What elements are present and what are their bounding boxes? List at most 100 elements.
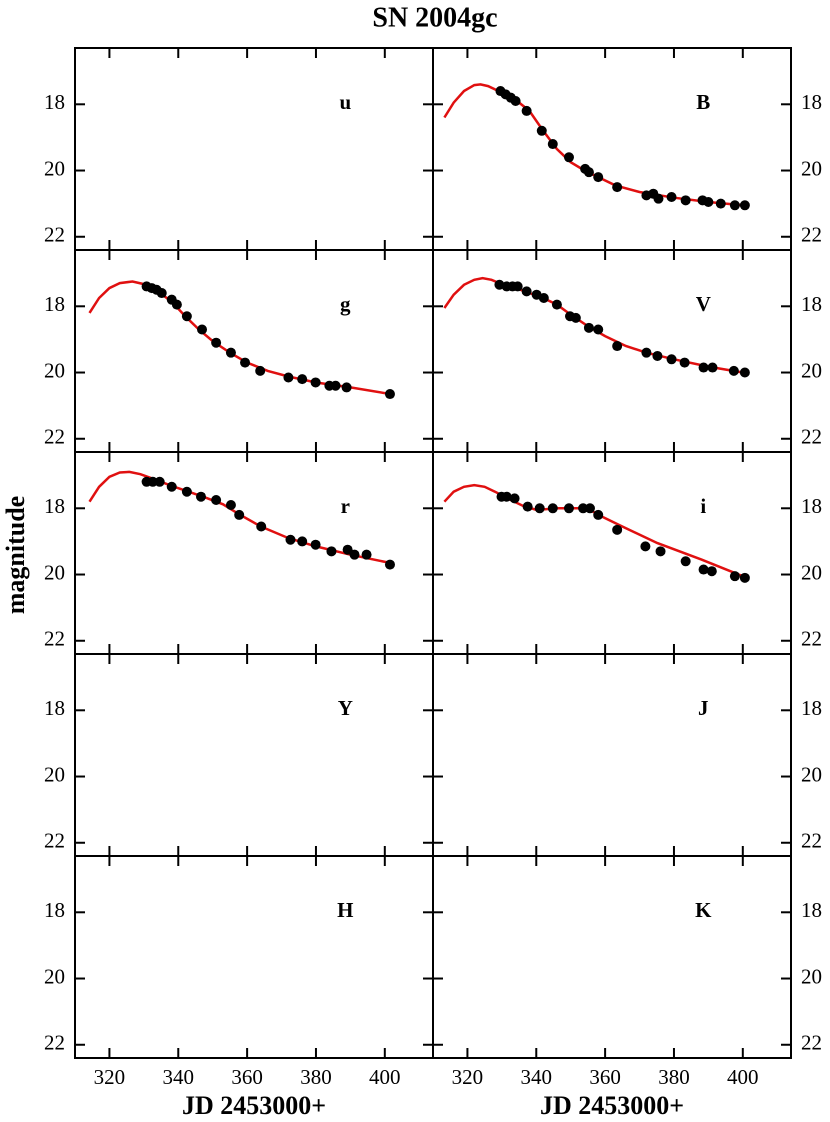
data-point xyxy=(563,503,574,514)
band-label: K xyxy=(695,898,712,922)
data-point xyxy=(521,286,532,297)
data-point xyxy=(652,350,663,361)
data-point xyxy=(384,389,395,400)
y-tick-label: 22 xyxy=(44,829,65,853)
data-point xyxy=(211,337,222,348)
band-label: B xyxy=(696,90,710,114)
x-tick-label: 320 xyxy=(94,1065,126,1089)
panel-frame xyxy=(74,855,434,1059)
data-point xyxy=(653,193,664,204)
data-point xyxy=(255,365,266,376)
panel-frame xyxy=(74,249,434,453)
data-point xyxy=(547,139,558,150)
band-label: J xyxy=(698,696,709,720)
data-point xyxy=(171,299,182,310)
model-curve xyxy=(443,483,744,578)
data-point xyxy=(593,324,604,335)
data-point xyxy=(310,377,321,388)
x-tick-label: 380 xyxy=(658,1065,690,1089)
data-point xyxy=(361,549,372,560)
x-tick-label: 400 xyxy=(727,1065,759,1089)
data-point xyxy=(593,509,604,520)
panel-frame xyxy=(432,249,792,453)
panel-frame xyxy=(432,855,792,1059)
data-point xyxy=(707,362,718,373)
data-point xyxy=(512,281,523,292)
data-point xyxy=(297,374,308,385)
y-axis-label: magnitude xyxy=(1,496,30,614)
y-tick-label: 22 xyxy=(801,425,822,449)
data-point xyxy=(739,200,750,211)
data-point xyxy=(655,546,666,557)
band-label: H xyxy=(337,898,353,922)
y-tick-label: 22 xyxy=(801,223,822,247)
data-point xyxy=(583,322,594,333)
data-point xyxy=(563,152,574,163)
y-tick-label: 20 xyxy=(44,156,65,180)
y-tick-label: 20 xyxy=(801,156,822,180)
data-point xyxy=(501,491,512,502)
data-point xyxy=(584,503,595,514)
data-point xyxy=(342,544,353,555)
data-point xyxy=(341,382,352,393)
data-point xyxy=(640,541,651,552)
x-tick-label: 360 xyxy=(231,1065,263,1089)
x-tick-label: 320 xyxy=(452,1065,484,1089)
panel-frame xyxy=(74,451,434,655)
y-tick-label: 20 xyxy=(44,964,65,988)
band-label: V xyxy=(696,292,711,316)
panel-frame xyxy=(74,653,434,857)
data-point xyxy=(583,167,594,178)
y-tick-label: 22 xyxy=(44,223,65,247)
x-tick-label: 340 xyxy=(163,1065,195,1089)
data-point xyxy=(538,293,549,304)
panel-frame xyxy=(74,47,434,251)
data-point xyxy=(522,501,533,512)
y-tick-label: 20 xyxy=(801,964,822,988)
data-point xyxy=(256,521,267,532)
panel-frame xyxy=(432,47,792,251)
data-point xyxy=(197,324,208,335)
data-point xyxy=(510,95,521,106)
data-point xyxy=(509,493,520,504)
panel-frame xyxy=(432,451,792,655)
data-point xyxy=(698,362,709,373)
data-point xyxy=(147,476,158,487)
y-tick-label: 22 xyxy=(44,1031,65,1055)
data-point xyxy=(739,367,750,378)
panel-frame xyxy=(432,653,792,857)
x-axis-label: JD 2453000+ xyxy=(540,1091,684,1120)
data-point xyxy=(551,299,562,310)
y-tick-label: 20 xyxy=(801,560,822,584)
data-point xyxy=(211,495,222,506)
y-tick-label: 20 xyxy=(801,762,822,786)
data-point xyxy=(326,546,337,557)
data-point xyxy=(536,125,547,136)
data-point xyxy=(715,198,726,209)
data-point xyxy=(547,503,558,514)
band-label: r xyxy=(341,494,350,518)
y-tick-label: 22 xyxy=(801,1031,822,1055)
y-tick-label: 18 xyxy=(801,898,822,922)
data-point xyxy=(154,476,165,487)
y-tick-label: 20 xyxy=(44,560,65,584)
data-point xyxy=(666,354,677,365)
data-point xyxy=(703,196,714,207)
data-point xyxy=(534,503,545,514)
y-tick-label: 18 xyxy=(801,90,822,114)
data-point xyxy=(181,486,192,497)
data-point xyxy=(349,549,360,560)
data-point xyxy=(729,200,740,211)
data-point xyxy=(680,556,691,567)
data-point xyxy=(283,372,294,383)
data-point xyxy=(310,539,321,550)
data-point xyxy=(330,380,341,391)
y-tick-label: 22 xyxy=(801,627,822,651)
y-tick-label: 20 xyxy=(801,358,822,382)
data-point xyxy=(225,347,236,358)
data-point xyxy=(181,311,192,322)
data-point xyxy=(680,195,691,206)
data-point xyxy=(285,534,296,545)
data-point xyxy=(195,491,206,502)
